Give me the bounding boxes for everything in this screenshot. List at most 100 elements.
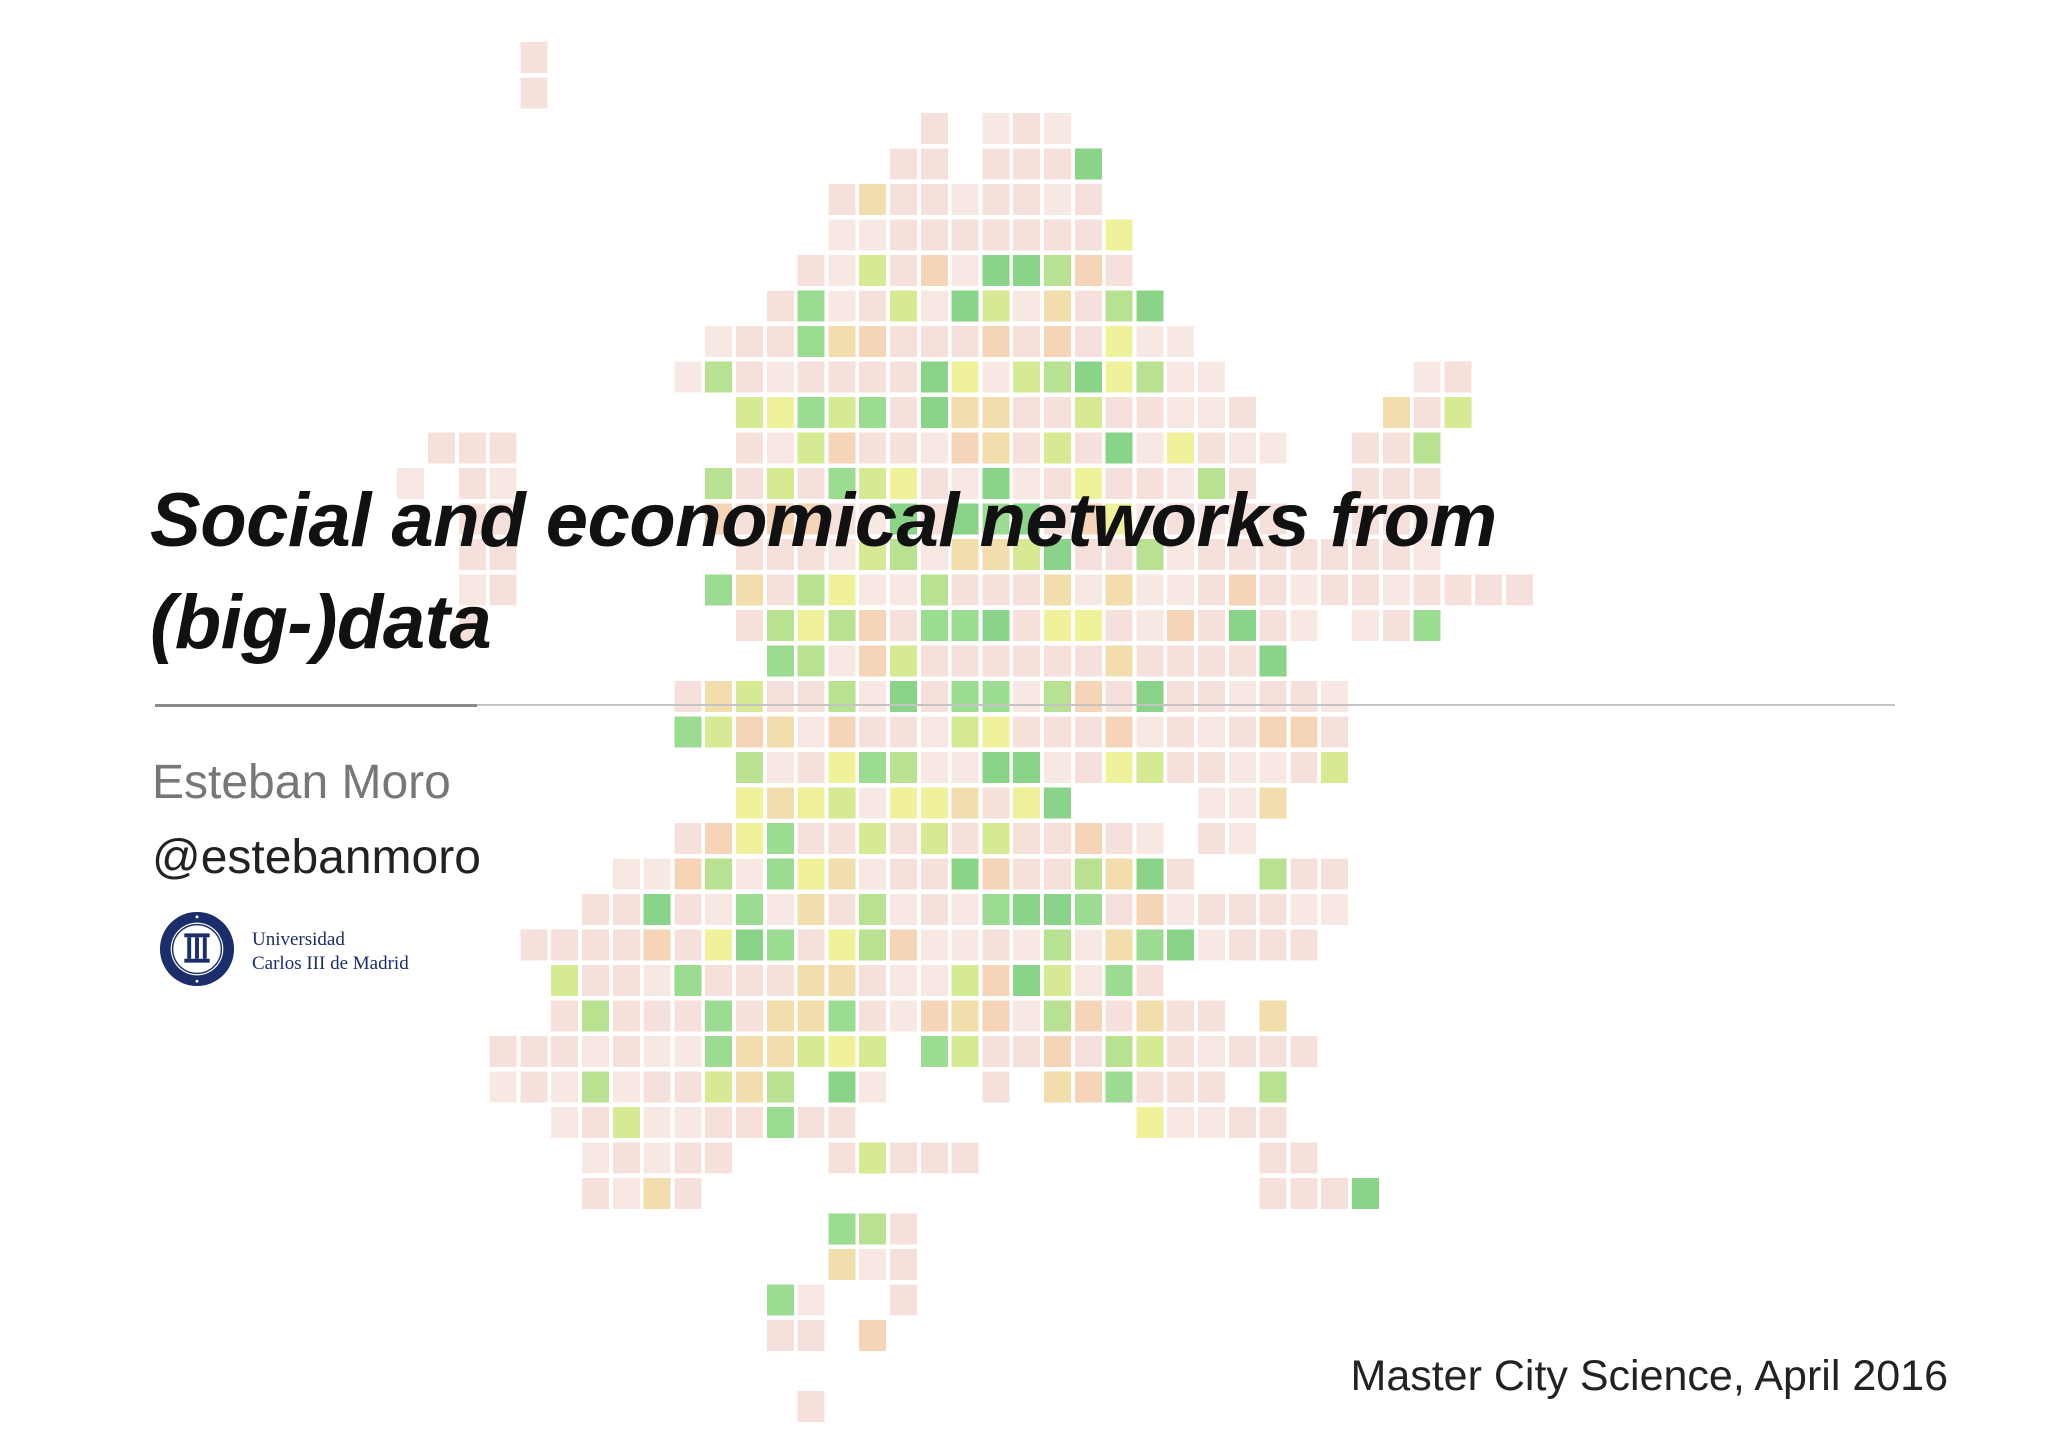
map-tile (1167, 432, 1195, 464)
map-tile (1105, 929, 1133, 961)
map-tile (1198, 752, 1225, 783)
map-tile (766, 929, 794, 961)
map-tile (828, 326, 856, 357)
map-tile (890, 858, 917, 890)
map-tile (612, 1178, 640, 1209)
map-tile (1074, 858, 1102, 890)
map-tile (1044, 468, 1071, 499)
map-tile (766, 290, 794, 322)
map-tile (489, 574, 517, 606)
map-tile (1044, 1000, 1071, 1032)
map-tile (1321, 752, 1349, 783)
map-tile (1044, 574, 1071, 606)
map-tile (951, 787, 979, 819)
map-tile (1259, 1000, 1287, 1032)
map-tile (1044, 326, 1071, 357)
map-tile (1044, 503, 1071, 535)
map-tile (1352, 610, 1379, 641)
map-tile (1105, 716, 1133, 748)
map-tile (859, 1213, 887, 1245)
map-tile (1044, 255, 1071, 286)
map-tile (859, 681, 887, 712)
map-tile (920, 965, 948, 996)
map-tile (828, 787, 856, 819)
map-tile (859, 326, 887, 357)
map-tile (890, 290, 917, 322)
map-tile (1136, 716, 1164, 748)
map-tile (582, 894, 609, 925)
university-seal-icon (159, 911, 235, 987)
map-tile (1044, 894, 1071, 925)
map-tile (1074, 361, 1102, 393)
map-tile (859, 787, 887, 819)
map-tile (1259, 1036, 1287, 1067)
map-tile (1167, 539, 1195, 570)
slide-title: Social and economical networks from (big… (150, 470, 1650, 674)
university-name-line-1: Universidad (252, 929, 345, 950)
map-tile (674, 858, 702, 890)
map-tile (920, 503, 948, 535)
map-tile (1167, 1071, 1195, 1103)
map-tile (705, 965, 733, 996)
map-tile (1105, 645, 1133, 677)
map-tile (982, 752, 1010, 783)
map-tile (1228, 787, 1256, 819)
map-tile (1413, 574, 1441, 606)
map-tile (1259, 1178, 1287, 1209)
map-tile (674, 1036, 702, 1067)
map-tile (890, 965, 917, 996)
map-tile (951, 965, 979, 996)
map-tile (920, 468, 948, 499)
map-tile (1413, 468, 1441, 499)
map-tile (1136, 894, 1164, 925)
map-tile (1228, 503, 1256, 535)
university-name: Universidad Carlos III de Madrid (252, 928, 409, 976)
map-tile (982, 645, 1010, 677)
map-tile (736, 787, 763, 819)
map-tile (1074, 326, 1102, 357)
map-tile (1198, 645, 1225, 677)
map-tile (828, 361, 856, 393)
map-tile (1352, 468, 1379, 499)
map-tile (705, 716, 733, 748)
map-tile (1013, 787, 1041, 819)
map-tile (1228, 716, 1256, 748)
map-tile (458, 610, 486, 641)
map-tile (1198, 1036, 1225, 1067)
map-tile (828, 219, 856, 251)
map-tile (582, 1071, 609, 1103)
map-tile (1290, 929, 1318, 961)
map-tile (1167, 1036, 1195, 1067)
map-tile (736, 858, 763, 890)
map-tile (551, 1000, 579, 1032)
map-tile (890, 184, 917, 215)
map-tile (951, 894, 979, 925)
map-tile (859, 1320, 887, 1351)
map-tile (705, 1000, 733, 1032)
map-tile (982, 397, 1010, 428)
map-tile (766, 539, 794, 570)
map-tile (890, 681, 917, 712)
map-tile (890, 1213, 917, 1245)
map-tile (1013, 823, 1041, 854)
map-tile (1136, 1071, 1164, 1103)
map-tile (982, 148, 1010, 180)
map-tile (582, 1000, 609, 1032)
map-tile (1013, 539, 1041, 570)
map-tile (920, 645, 948, 677)
map-tile (1198, 503, 1225, 535)
map-tile (1136, 610, 1164, 641)
map-tile (828, 1213, 856, 1245)
map-tile (674, 1142, 702, 1174)
map-tile (1167, 681, 1195, 712)
map-tile (1013, 290, 1041, 322)
map-tile (859, 468, 887, 499)
map-tile (1290, 1036, 1318, 1067)
map-tile (736, 361, 763, 393)
map-tile (1198, 361, 1225, 393)
map-tile (1382, 432, 1410, 464)
map-tile (1382, 539, 1410, 570)
map-tile (982, 610, 1010, 641)
map-tile (736, 574, 763, 606)
map-tile (1321, 539, 1349, 570)
